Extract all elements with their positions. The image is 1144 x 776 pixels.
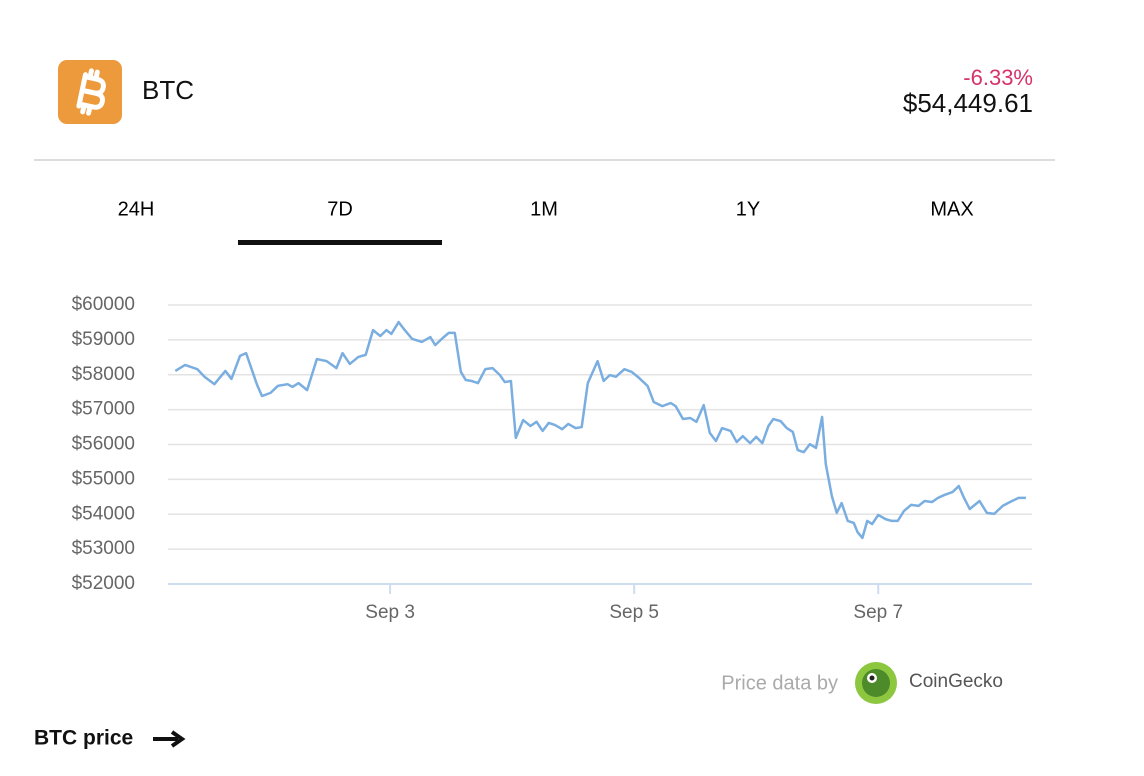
caption: BTC price: [34, 727, 133, 750]
tab[interactable]: MAX: [930, 198, 973, 220]
plot: $52000 $53000 $54000 $55000 $56000 $57000 $580…: [72, 294, 1032, 623]
y-tick-label: $59000: [72, 329, 135, 350]
y-tick-label: $52000: [72, 573, 135, 594]
price-line: [174, 320, 1026, 540]
change: -6.33%: [963, 65, 1033, 90]
y-tick-label: $56000: [72, 434, 135, 455]
attribution-source: CoinGecko: [909, 671, 1003, 692]
y-tick-label: $54000: [72, 503, 135, 524]
tab[interactable]: 24H: [118, 198, 155, 220]
coingecko-pupil: [869, 675, 875, 681]
y-tick-label: $55000: [72, 468, 135, 489]
price: $54,449.61: [903, 88, 1033, 118]
x-tick-label: Sep 5: [609, 602, 659, 623]
tab[interactable]: 7D: [327, 198, 353, 220]
caption-arrow: [153, 730, 186, 748]
tab[interactable]: 1Y: [736, 198, 760, 220]
x-tick-label: Sep 7: [853, 602, 903, 623]
attribution-text: Price data by: [721, 672, 838, 694]
symbol: BTC: [142, 75, 194, 105]
y-tick-label: $58000: [72, 364, 135, 385]
y-tick-label: $53000: [72, 538, 135, 559]
y-tick-label: $60000: [72, 294, 135, 315]
y-tick-label: $57000: [72, 399, 135, 420]
x-tick-label: Sep 3: [365, 602, 415, 623]
coingecko-logo-inner: [862, 669, 890, 697]
tab[interactable]: 1M: [530, 198, 558, 220]
btc-glyph: [76, 68, 106, 116]
tab-underline: [238, 240, 442, 245]
